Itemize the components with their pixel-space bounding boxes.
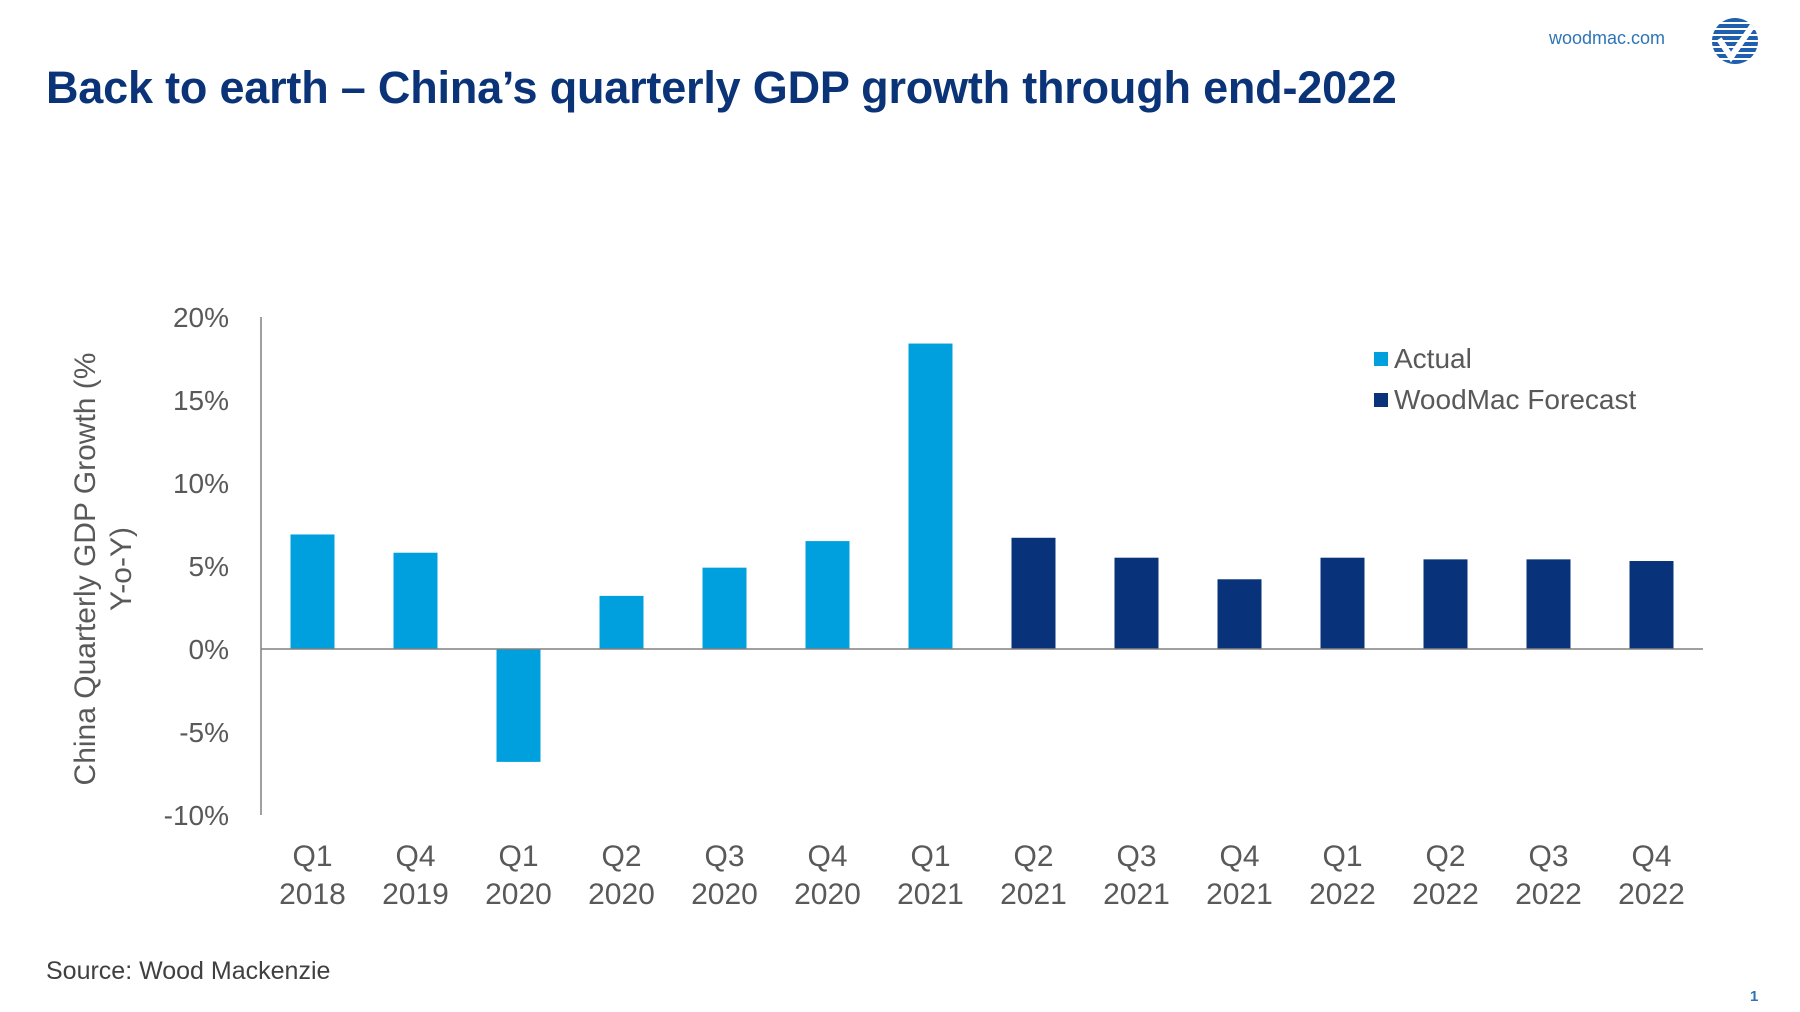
x-tick-year: 2022 (1618, 878, 1685, 911)
x-tick-quarter: Q2 (1425, 840, 1465, 873)
x-tick-year: 2019 (382, 878, 449, 911)
legend-swatch-forecast (1374, 393, 1388, 407)
bar-actual (805, 541, 850, 649)
bar-forecast (1629, 561, 1674, 649)
x-tick-quarter: Q4 (395, 840, 435, 873)
y-axis-title: China Quarterly GDP Growth (% Y-o-Y) (69, 353, 138, 786)
y-tick-label: 0% (189, 634, 229, 665)
bar-actual (393, 552, 438, 649)
y-tick-label: 20% (173, 302, 229, 333)
y-axis-title-line-2: Y-o-Y) (105, 527, 138, 611)
x-tick-quarter: Q3 (1528, 840, 1568, 873)
page-title: Back to earth – China’s quarterly GDP gr… (46, 62, 1397, 113)
legend-label-actual: Actual (1394, 343, 1472, 374)
x-tick-year: 2021 (1103, 878, 1170, 911)
y-tick-label: 15% (173, 385, 229, 416)
legend: Actual WoodMac Forecast (1374, 343, 1636, 415)
x-tick-year: 2021 (1206, 878, 1273, 911)
y-tick-label: 10% (173, 468, 229, 499)
x-tick-year: 2018 (279, 878, 346, 911)
bar-actual (290, 534, 335, 649)
x-tick-quarter: Q1 (910, 840, 950, 873)
x-tick-year: 2022 (1515, 878, 1582, 911)
bar-forecast (1526, 559, 1571, 649)
legend-swatch-actual (1374, 352, 1388, 366)
bar-forecast (1423, 559, 1468, 649)
x-tick-year: 2020 (485, 878, 552, 911)
website-link[interactable]: woodmac.com (1549, 28, 1666, 48)
y-tick-label: -5% (179, 717, 229, 748)
woodmac-logo-icon (1712, 18, 1758, 64)
bar-forecast (1011, 537, 1056, 649)
x-tick-year: 2021 (1000, 878, 1067, 911)
x-tick-quarter: Q1 (498, 840, 538, 873)
x-tick-quarter: Q2 (601, 840, 641, 873)
x-tick-quarter: Q4 (807, 840, 847, 873)
x-tick-year: 2020 (794, 878, 861, 911)
x-tick-quarter: Q2 (1013, 840, 1053, 873)
bar-forecast (1114, 557, 1159, 649)
bar-actual (908, 343, 953, 649)
x-tick-quarter: Q1 (292, 840, 332, 873)
x-tick-quarter: Q3 (1116, 840, 1156, 873)
x-tick-quarter: Q3 (704, 840, 744, 873)
bar-actual (702, 567, 747, 649)
y-tick-label: -10% (164, 800, 229, 831)
bar-forecast (1320, 557, 1365, 649)
bar-actual (496, 649, 541, 762)
x-tick-year: 2022 (1412, 878, 1479, 911)
bar-actual (599, 595, 644, 649)
legend-label-forecast: WoodMac Forecast (1394, 384, 1636, 415)
y-axis-title-line-1: China Quarterly GDP Growth (% (69, 353, 102, 786)
source-note: Source: Wood Mackenzie (46, 957, 331, 985)
x-tick-quarter: Q4 (1631, 840, 1671, 873)
x-tick-year: 2020 (588, 878, 655, 911)
bar-forecast (1217, 579, 1262, 649)
page-number: 1 (1750, 988, 1759, 1005)
x-tick-quarter: Q1 (1322, 840, 1362, 873)
x-tick-year: 2020 (691, 878, 758, 911)
x-tick-year: 2022 (1309, 878, 1376, 911)
x-tick-year: 2021 (897, 878, 964, 911)
x-tick-quarter: Q4 (1219, 840, 1259, 873)
y-tick-label: 5% (189, 551, 229, 582)
